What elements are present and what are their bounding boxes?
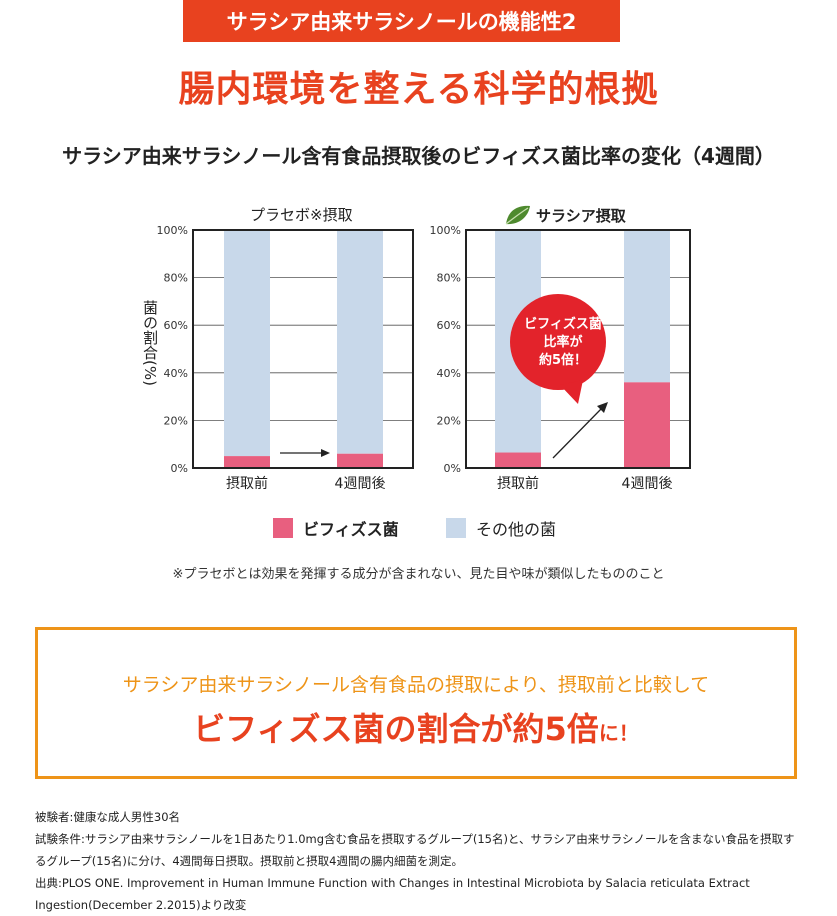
salacia-tick-label: 40% bbox=[437, 367, 461, 380]
placebo-tick-label: 20% bbox=[164, 414, 188, 427]
callout-text: 約5倍！ bbox=[539, 352, 587, 368]
legend-label-bifido: ビフィズス菌 bbox=[303, 520, 399, 539]
callout-bubble-tail bbox=[560, 380, 583, 404]
salacia-category-label: 摂取前 bbox=[497, 475, 539, 492]
placebo-note: ※プラセボとは効果を発揮する成分が含まれない、見た目や味が類似したもののこと bbox=[172, 567, 665, 582]
salacia-tick-label: 100% bbox=[430, 224, 461, 237]
leaf-icon bbox=[505, 205, 530, 225]
legend-item-bifido: ビフィズス菌 bbox=[273, 516, 399, 540]
salacia-tick-label: 60% bbox=[437, 319, 461, 332]
legend-item-other: その他の菌 bbox=[446, 516, 556, 540]
legend-label-other: その他の菌 bbox=[476, 520, 557, 539]
legend-swatch-bifido bbox=[273, 518, 293, 538]
footnote-source: 出典:PLOS ONE. Improvement in Human Immune… bbox=[35, 876, 750, 912]
salacia-arrow-line bbox=[552, 407, 603, 459]
placebo-bar-bifido bbox=[224, 456, 270, 468]
chart-subtitle: サラシア由来サラシノール含有食品摂取後のビフィズス菌比率の変化（4週間） bbox=[62, 144, 775, 168]
summary-box: サラシア由来サラシノール含有食品の摂取により、摂取前と比較して ビフィズス菌の割… bbox=[35, 627, 797, 779]
salacia-bar-bifido bbox=[495, 452, 541, 468]
page-title: 腸内環境を整える科学的根拠 bbox=[178, 69, 659, 110]
placebo-tick-label: 100% bbox=[157, 224, 188, 237]
footnotes: 被験者:健康な成人男性30名 試験条件:サラシア由来サラシノールを1日あたり1.… bbox=[35, 806, 805, 916]
salacia-arrow-head bbox=[597, 402, 608, 413]
salacia-tick-label: 0% bbox=[444, 462, 461, 475]
placebo-tick-label: 80% bbox=[164, 272, 188, 285]
placebo-bar-other bbox=[224, 230, 270, 457]
summary-highlight: ビフィズス菌の割合が約5倍 bbox=[193, 710, 599, 748]
footnote-subjects: 被験者:健康な成人男性30名 bbox=[35, 810, 181, 824]
placebo-arrow-head bbox=[321, 449, 330, 457]
chart-canvas: 0% 20% 40% 60% 80% 100% 摂取前 4週間後 0% 20% 40% 60% 80% 1… bbox=[157, 224, 691, 492]
placebo-plot-frame bbox=[192, 229, 414, 469]
callout-text: 比率が bbox=[543, 334, 582, 350]
placebo-tick-label: 60% bbox=[164, 319, 188, 332]
salacia-plot-frame bbox=[465, 229, 691, 469]
placebo-bar-other bbox=[337, 230, 383, 454]
callout-bubble bbox=[510, 294, 606, 390]
footnote-conditions: 試験条件:サラシア由来サラシノールを1日あたり1.0mg含む食品を摂取するグルー… bbox=[35, 832, 795, 868]
section-badge: サラシア由来サラシノールの機能性2 bbox=[183, 0, 620, 42]
salacia-chart-title: サラシア摂取 bbox=[536, 206, 626, 225]
salacia-category-label: 4週間後 bbox=[622, 476, 673, 492]
salacia-tick-label: 80% bbox=[437, 272, 461, 285]
summary-line1: サラシア由来サラシノール含有食品の摂取により、摂取前と比較して bbox=[122, 674, 710, 696]
salacia-chart-title-wrap: サラシア摂取 bbox=[504, 204, 626, 226]
placebo-tick-label: 40% bbox=[164, 367, 188, 380]
salacia-tick-label: 20% bbox=[437, 414, 461, 427]
placebo-chart-title: プラセボ※摂取 bbox=[250, 206, 353, 224]
salacia-bar-other bbox=[624, 230, 670, 383]
legend-swatch-other bbox=[446, 518, 466, 538]
salacia-bar-bifido bbox=[624, 382, 670, 468]
placebo-tick-label: 0% bbox=[171, 462, 188, 475]
placebo-category-label: 4週間後 bbox=[335, 476, 386, 492]
placebo-bar-bifido bbox=[337, 453, 383, 468]
placebo-category-label: 摂取前 bbox=[226, 475, 268, 492]
y-axis-label: 菌の割合(%) bbox=[141, 300, 159, 386]
summary-suffix: に！ bbox=[598, 721, 639, 745]
callout-text: ビフィズス菌 bbox=[524, 316, 602, 332]
summary-line2: ビフィズス菌の割合が約5倍に！ bbox=[38, 704, 794, 750]
